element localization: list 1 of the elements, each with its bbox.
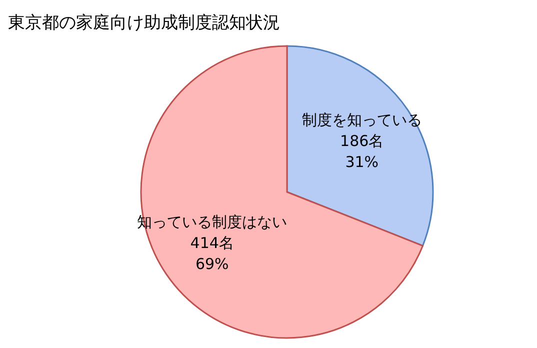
title: 東京都の家庭向け助成制度認知状況 xyxy=(8,13,280,33)
